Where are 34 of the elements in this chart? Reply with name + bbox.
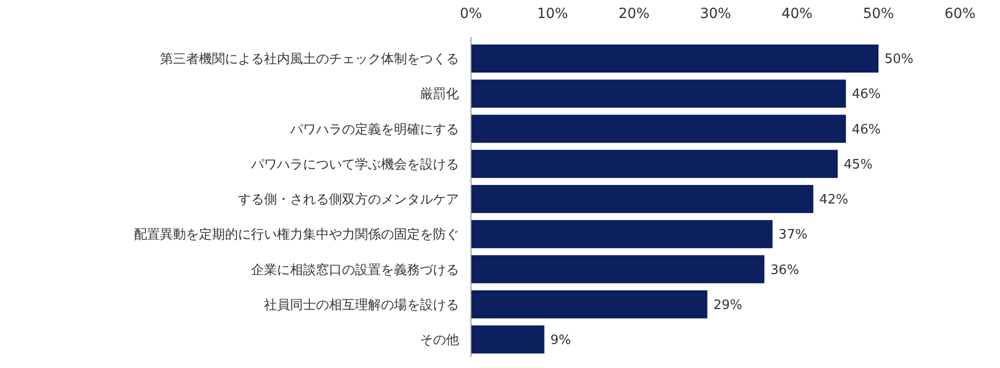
bar <box>471 114 846 143</box>
data-label: 9% <box>550 332 571 348</box>
y-tick-label: その他 <box>420 332 459 348</box>
y-tick-label: する側・される側双方のメンタルケア <box>238 192 459 208</box>
x-tick-label: 20% <box>618 6 650 22</box>
x-tick-label: 30% <box>700 6 732 22</box>
bar <box>471 325 544 354</box>
x-tick-label: 10% <box>536 6 568 22</box>
data-label: 36% <box>770 262 800 278</box>
data-label: 46% <box>852 122 881 138</box>
data-label: 45% <box>844 157 873 172</box>
data-label: 29% <box>713 298 742 313</box>
y-tick-label: 第三者機関による社内風土のチェック体制をつくる <box>160 52 459 68</box>
y-tick-label: 社員同士の相互理解の場を設ける <box>264 298 459 313</box>
y-tick-label: パワハラについて学ぶ機会を設ける <box>250 157 459 172</box>
bar <box>471 184 814 214</box>
x-tick-label: 0% <box>460 6 482 22</box>
bar <box>471 290 708 318</box>
y-tick-label: パワハラの定義を明確にする <box>289 122 459 138</box>
bar <box>471 255 764 284</box>
bar <box>471 80 846 108</box>
bar <box>471 44 878 73</box>
data-label: 37% <box>778 228 808 243</box>
data-label: 46% <box>852 87 881 102</box>
y-tick-label: 厳罰化 <box>420 87 459 102</box>
bar <box>471 220 773 248</box>
y-tick-label: 企業に相談窓口の設置を義務づける <box>251 262 459 278</box>
y-tick-label: 配置異動を定期的に行い権力集中や力関係の固定を防ぐ <box>134 228 459 243</box>
data-label: 50% <box>884 52 914 68</box>
data-label: 42% <box>819 192 848 208</box>
x-tick-label: 50% <box>862 6 894 22</box>
x-tick-label: 60% <box>944 6 976 22</box>
bar <box>471 150 838 178</box>
x-tick-label: 40% <box>781 6 813 22</box>
